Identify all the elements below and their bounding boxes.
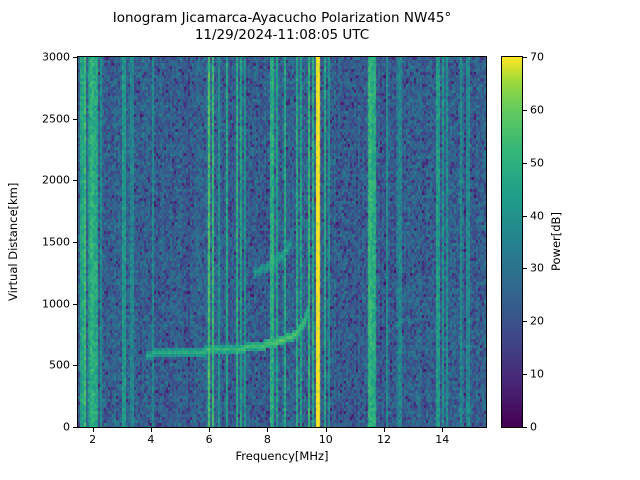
colorbar-gradient-canvas xyxy=(502,57,522,427)
colorbar-tick-label: 10 xyxy=(530,367,544,381)
x-tick-label: 8 xyxy=(263,433,271,446)
tick-mark xyxy=(73,303,77,305)
colorbar-tick-label: 50 xyxy=(530,156,544,170)
tick-mark xyxy=(523,321,527,323)
tick-mark xyxy=(325,428,327,432)
colorbar-tick-label: 40 xyxy=(530,209,544,223)
y-tick-label: 1500 xyxy=(42,235,70,249)
y-tick-label: 3000 xyxy=(42,50,70,64)
tick-mark xyxy=(73,365,77,367)
y-tick-label: 500 xyxy=(49,358,70,372)
x-tick-label: 12 xyxy=(377,433,391,446)
y-tick-label: 0 xyxy=(63,420,70,434)
x-tick-label: 6 xyxy=(205,433,213,446)
tick-mark xyxy=(92,428,94,432)
colorbar-tick-label: 70 xyxy=(530,50,544,64)
y-tick-label: 1000 xyxy=(42,297,70,311)
tick-mark xyxy=(73,57,77,58)
colorbar-tick-label: 0 xyxy=(530,420,537,434)
tick-mark xyxy=(523,57,527,58)
chart-subtitle: 11/29/2024-11:08:05 UTC xyxy=(194,27,370,44)
tick-mark xyxy=(209,428,211,432)
tick-mark xyxy=(384,428,385,432)
colorbar-tick-label: 20 xyxy=(530,314,544,328)
colorbar-label: Power[dB] xyxy=(549,212,563,272)
ionogram-heatmap-canvas xyxy=(78,57,486,427)
tick-mark xyxy=(523,215,527,217)
tick-mark xyxy=(442,428,444,432)
tick-mark xyxy=(150,428,152,432)
tick-mark xyxy=(73,427,77,428)
chart-title: Ionogram Jicamarca-Ayacucho Polarization… xyxy=(112,10,452,26)
x-tick-label: 10 xyxy=(318,433,333,446)
y-tick-label: 2000 xyxy=(42,173,70,187)
tick-mark xyxy=(73,242,77,243)
chart-title-block: Ionogram Jicamarca-Ayacucho Polarization… xyxy=(77,10,487,45)
colorbar xyxy=(501,56,523,428)
y-tick-label: 2500 xyxy=(42,112,70,126)
tick-mark xyxy=(523,427,527,428)
tick-mark xyxy=(267,428,269,432)
tick-mark xyxy=(523,374,527,376)
colorbar-tick-label: 60 xyxy=(530,103,544,117)
plot-area xyxy=(77,56,487,428)
colorbar-tick-label: 30 xyxy=(530,261,544,275)
y-axis-label: Virtual Distance[km] xyxy=(6,182,20,302)
x-tick-label: 2 xyxy=(89,433,97,446)
x-axis-label: Frequency[MHz] xyxy=(235,449,329,463)
tick-mark xyxy=(523,162,527,164)
tick-mark xyxy=(523,109,527,111)
x-tick-label: 4 xyxy=(147,433,155,446)
tick-mark xyxy=(73,118,77,120)
tick-mark xyxy=(73,180,77,182)
x-tick-label: 14 xyxy=(435,433,450,446)
tick-mark xyxy=(523,268,527,270)
